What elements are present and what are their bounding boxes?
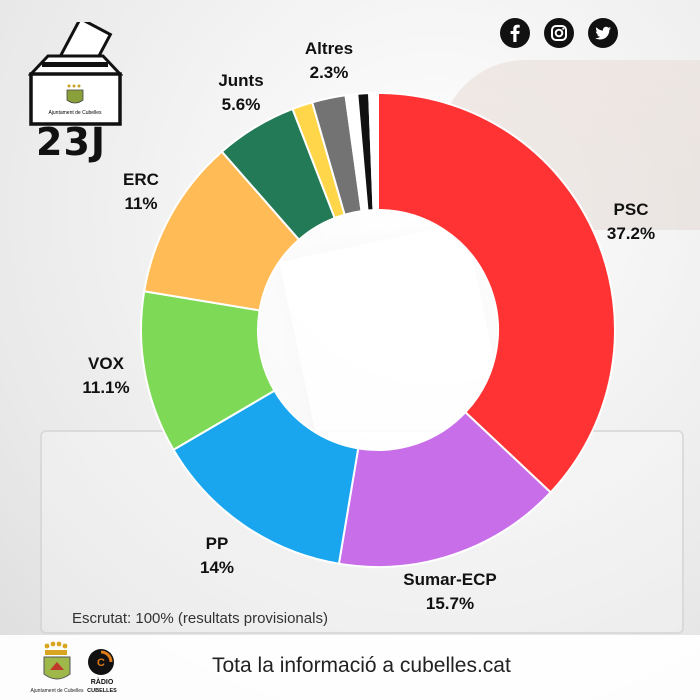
label-vox-name: VOX [88, 354, 124, 373]
election-title: 23J [36, 120, 107, 164]
svg-text:C: C [97, 657, 105, 669]
count-status-note: Escrutat: 100% (resultats provisionals) [72, 610, 328, 627]
label-junts: Junts 5.6% [181, 69, 301, 117]
label-sumar-value: 15.7% [425, 594, 475, 613]
slice-psc-0 [377, 91, 616, 494]
radio-caption-2: CUBELLES [87, 688, 117, 694]
twitter-icon[interactable] [588, 18, 618, 48]
slice-sumar-ecp-1 [337, 410, 553, 568]
facebook-icon[interactable] [500, 18, 530, 48]
ballot-box-caption: Ajuntament de Cubelles [48, 110, 102, 116]
social-links [500, 18, 618, 48]
ballot-box-logo: Ajuntament de Cubelles [28, 22, 123, 126]
label-altres-value: 2.3% [309, 63, 349, 82]
slice-pp-2 [172, 389, 360, 565]
label-psc-name: PSC [613, 200, 649, 219]
instagram-icon[interactable] [544, 18, 574, 48]
ajuntament-caption: Ajuntament de Cubelles [30, 688, 84, 694]
label-junts-name: Junts [218, 71, 264, 90]
label-pp-name: PP [205, 534, 229, 553]
label-altres: Altres 2.3% [269, 37, 389, 85]
label-junts-value: 5.6% [221, 95, 261, 114]
ajuntament-logo[interactable]: Ajuntament de Cubelles [30, 640, 85, 698]
slice-other-10 [368, 91, 379, 212]
radio-cubelles-logo[interactable]: C RÀDIO CUBELLES [85, 645, 125, 695]
label-vox: VOX 11.1% [46, 352, 166, 400]
label-erc-name: ERC [123, 170, 159, 189]
footer-bar [0, 635, 700, 700]
label-erc: ERC 11% [81, 168, 201, 216]
label-sumar-name: Sumar-ECP [403, 570, 497, 589]
footer-link-text[interactable]: Tota la informació a cubelles.cat [212, 654, 511, 677]
donut-hole [259, 211, 497, 449]
radio-caption-1: RÀDIO [91, 677, 114, 686]
label-sumar: Sumar-ECP 15.7% [390, 568, 510, 616]
label-erc-value: 11% [124, 194, 158, 213]
label-pp-value: 14% [199, 558, 235, 577]
label-pp: PP 14% [157, 532, 277, 580]
label-psc: PSC 37.2% [571, 198, 691, 246]
label-vox-value: 11.1% [82, 378, 130, 397]
label-psc-value: 37.2% [606, 224, 656, 243]
label-altres-name: Altres [304, 39, 354, 58]
